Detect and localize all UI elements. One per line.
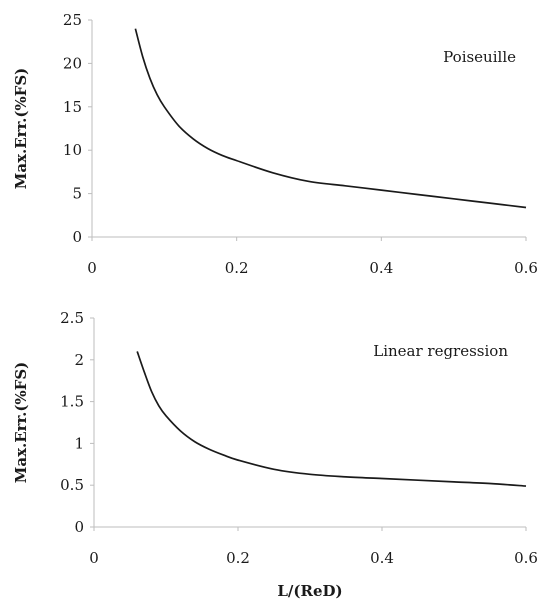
panel-linear-regression: Linear regression Max.Err.(%FS) L/(ReD) …	[12, 309, 538, 600]
panel-poiseuille: Poiseuille Max.Err.(%FS) 0 5 10 15 20 25 0 0.2 0…	[12, 11, 538, 277]
y-tick-label: 2.5	[60, 309, 84, 327]
y-axis-title-bottom: Max.Err.(%FS)	[12, 362, 30, 484]
series-annotation-poiseuille: Poiseuille	[443, 48, 516, 66]
x-tick-label: 0.6	[514, 549, 538, 567]
x-tick-label: 0.6	[514, 259, 538, 277]
y-tick-label: 20	[63, 54, 82, 72]
y-tick-label: 15	[63, 98, 82, 116]
y-tick-label: 0	[74, 518, 84, 536]
x-tick-label: 0	[87, 259, 97, 277]
y-tick-label: 0.5	[60, 476, 84, 494]
x-tick-label: 0	[89, 549, 99, 567]
y-tick-label: 5	[72, 185, 82, 203]
y-tick-label: 1.5	[60, 393, 84, 411]
y-tick-label: 2	[74, 351, 84, 369]
x-tick-label: 0.2	[226, 549, 250, 567]
y-tick-label: 25	[63, 11, 82, 29]
y-tick-label: 10	[63, 141, 82, 159]
series-line-poiseuille	[134, 28, 527, 209]
x-tick-label: 0.4	[369, 259, 393, 277]
series-annotation-linear-regression: Linear regression	[373, 342, 508, 360]
y-tick-label: 0	[72, 228, 82, 246]
x-tick-label: 0.4	[370, 549, 394, 567]
series-line-linear-regression	[136, 351, 527, 487]
y-tick-label: 1	[74, 434, 84, 452]
x-tick-label: 0.2	[225, 259, 249, 277]
y-axis-title-top: Max.Err.(%FS)	[12, 68, 30, 190]
x-axis-title: L/(ReD)	[277, 582, 342, 600]
